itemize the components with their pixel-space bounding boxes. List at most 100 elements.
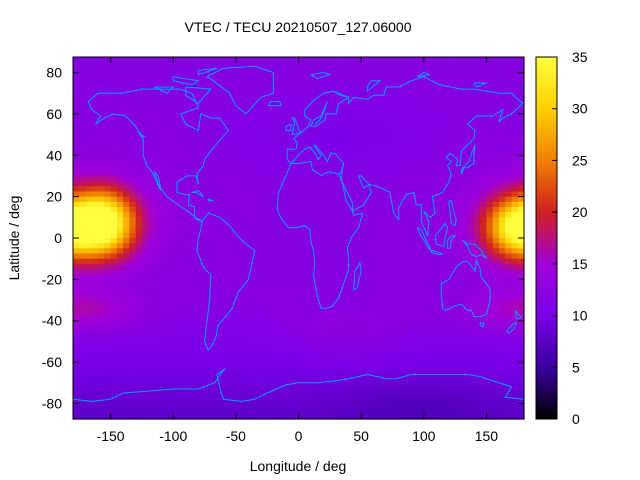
heatmap-cell bbox=[223, 253, 231, 260]
heatmap-cell bbox=[223, 196, 231, 203]
heatmap-cell bbox=[104, 300, 112, 306]
heatmap-cell bbox=[486, 82, 494, 89]
heatmap-cell bbox=[467, 67, 475, 74]
heatmap-cell bbox=[173, 408, 181, 415]
heatmap-cell bbox=[517, 325, 525, 332]
heatmap-cell bbox=[511, 279, 519, 286]
heatmap-cell bbox=[98, 196, 105, 203]
heatmap-cell bbox=[242, 93, 249, 99]
heatmap-cell bbox=[260, 310, 268, 317]
heatmap-cell bbox=[417, 82, 425, 89]
heatmap-cell bbox=[91, 103, 99, 110]
heatmap-cell bbox=[411, 284, 419, 291]
heatmap-cell bbox=[367, 108, 375, 115]
heatmap-cell bbox=[398, 196, 406, 203]
heatmap-cell bbox=[423, 294, 431, 301]
heatmap-cell bbox=[480, 227, 488, 234]
heatmap-cell bbox=[141, 269, 149, 275]
heatmap-cell bbox=[154, 227, 162, 234]
heatmap-cell bbox=[79, 170, 87, 177]
heatmap-cell bbox=[304, 227, 312, 234]
heatmap-cell bbox=[392, 393, 400, 399]
heatmap-cell bbox=[267, 263, 275, 270]
heatmap-cell bbox=[129, 413, 137, 420]
heatmap-cell bbox=[379, 289, 387, 296]
heatmap-cell bbox=[104, 284, 112, 291]
heatmap-cell bbox=[430, 325, 437, 332]
heatmap-cell bbox=[279, 191, 287, 198]
heatmap-cell bbox=[386, 253, 394, 260]
heatmap-cell bbox=[392, 341, 400, 348]
heatmap-cell bbox=[141, 336, 149, 343]
heatmap-cell bbox=[135, 403, 143, 410]
heatmap-cell bbox=[154, 279, 162, 286]
heatmap-cell bbox=[273, 274, 281, 280]
heatmap-cell bbox=[367, 387, 375, 394]
heatmap-cell bbox=[455, 206, 462, 213]
heatmap-cell bbox=[517, 129, 525, 136]
heatmap-cell bbox=[448, 217, 456, 224]
heatmap-cell bbox=[242, 274, 249, 280]
heatmap-cell bbox=[386, 72, 394, 79]
heatmap-cell bbox=[148, 362, 156, 368]
heatmap-cell bbox=[91, 408, 99, 415]
heatmap-cell bbox=[235, 98, 243, 105]
heatmap-cell bbox=[160, 315, 168, 322]
heatmap-cell bbox=[386, 387, 394, 394]
heatmap-cell bbox=[386, 398, 394, 405]
heatmap-cell bbox=[311, 186, 318, 193]
heatmap-cell bbox=[467, 160, 475, 167]
heatmap-cell bbox=[204, 300, 212, 306]
heatmap-cell bbox=[267, 403, 275, 410]
heatmap-cell bbox=[123, 387, 130, 394]
heatmap-cell bbox=[223, 165, 231, 172]
heatmap-cell bbox=[411, 134, 419, 141]
heatmap-cell bbox=[273, 331, 281, 337]
heatmap-cell bbox=[348, 113, 356, 120]
heatmap-cell bbox=[248, 331, 256, 337]
heatmap-cell bbox=[480, 62, 488, 68]
heatmap-cell bbox=[498, 398, 506, 405]
heatmap-cell bbox=[267, 206, 275, 213]
heatmap-cell bbox=[79, 294, 87, 301]
heatmap-cell bbox=[242, 67, 249, 74]
heatmap-cell bbox=[455, 356, 462, 363]
heatmap-cell bbox=[135, 144, 143, 151]
heatmap-cell bbox=[123, 124, 130, 130]
heatmap-cell bbox=[298, 232, 306, 239]
heatmap-cell bbox=[110, 212, 118, 218]
heatmap-cell bbox=[511, 248, 519, 255]
heatmap-cell bbox=[166, 93, 174, 99]
heatmap-cell bbox=[198, 103, 206, 110]
heatmap-cell bbox=[379, 129, 387, 136]
heatmap-cell bbox=[461, 351, 469, 358]
heatmap-cell bbox=[492, 294, 500, 301]
heatmap-cell bbox=[448, 206, 456, 213]
heatmap-cell bbox=[354, 113, 362, 120]
heatmap-cell bbox=[279, 274, 287, 280]
heatmap-cell bbox=[455, 113, 462, 120]
heatmap-cell bbox=[411, 346, 419, 353]
heatmap-cell bbox=[198, 351, 206, 358]
heatmap-cell bbox=[248, 351, 256, 358]
heatmap-cell bbox=[198, 320, 206, 327]
heatmap-cell bbox=[104, 258, 112, 265]
heatmap-cell bbox=[342, 356, 350, 363]
heatmap-cell bbox=[73, 222, 80, 229]
heatmap-cell bbox=[141, 155, 149, 162]
heatmap-cell bbox=[104, 196, 112, 203]
heatmap-cell bbox=[373, 160, 381, 167]
heatmap-cell bbox=[455, 367, 462, 374]
heatmap-cell bbox=[148, 170, 156, 177]
heatmap-cell bbox=[455, 108, 462, 115]
heatmap-cell bbox=[448, 263, 456, 270]
heatmap-cell bbox=[505, 108, 513, 115]
heatmap-cell bbox=[98, 305, 105, 311]
heatmap-cell bbox=[160, 258, 168, 265]
heatmap-cell bbox=[141, 57, 149, 63]
heatmap-cell bbox=[204, 150, 212, 156]
heatmap-cell bbox=[116, 232, 124, 239]
heatmap-cell bbox=[311, 181, 318, 187]
heatmap-cell bbox=[148, 227, 156, 234]
heatmap-cell bbox=[336, 57, 343, 63]
